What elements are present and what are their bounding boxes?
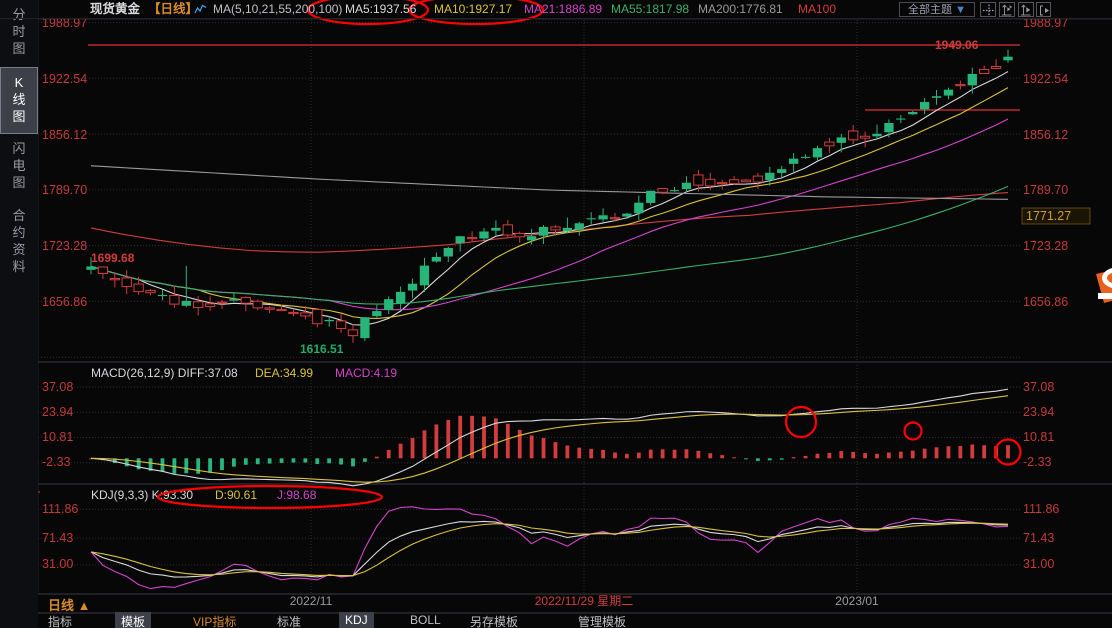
svg-text:37.08: 37.08: [42, 380, 73, 394]
svg-text:10.81: 10.81: [1023, 430, 1054, 444]
svg-text:1723.28: 1723.28: [1023, 239, 1068, 253]
svg-text:1699.68: 1699.68: [91, 251, 135, 265]
svg-text:-2.33: -2.33: [1023, 455, 1052, 469]
svg-text:-2.33: -2.33: [42, 455, 71, 469]
svg-text:23.94: 23.94: [42, 405, 73, 419]
svg-text:1856.12: 1856.12: [42, 128, 87, 142]
svg-text:DEA:34.99: DEA:34.99: [255, 366, 313, 380]
svg-text:31.00: 31.00: [42, 557, 73, 571]
svg-text:1616.51: 1616.51: [300, 342, 344, 356]
svg-text:1656.86: 1656.86: [1023, 295, 1068, 309]
svg-text:1922.54: 1922.54: [42, 72, 87, 86]
svg-text:D:90.61: D:90.61: [215, 488, 257, 502]
svg-text:111.86: 111.86: [1023, 502, 1059, 516]
svg-text:10.81: 10.81: [42, 430, 73, 444]
svg-text:1789.70: 1789.70: [1023, 183, 1068, 197]
svg-text:23.94: 23.94: [1023, 405, 1054, 419]
svg-text:1656.86: 1656.86: [42, 295, 87, 309]
svg-text:1723.28: 1723.28: [42, 239, 87, 253]
svg-text:J:98.68: J:98.68: [277, 488, 317, 502]
svg-text:MACD(26,12,9) DIFF:37.08: MACD(26,12,9) DIFF:37.08: [91, 366, 238, 380]
svg-text:1771.27: 1771.27: [1026, 209, 1071, 223]
svg-text:1949.06: 1949.06: [935, 38, 979, 52]
svg-text:1922.54: 1922.54: [1023, 72, 1068, 86]
svg-text:37.08: 37.08: [1023, 380, 1054, 394]
svg-text:MACD:4.19: MACD:4.19: [335, 366, 397, 380]
svg-text:1789.70: 1789.70: [42, 183, 87, 197]
svg-text:71.43: 71.43: [1023, 531, 1054, 545]
svg-text:31.00: 31.00: [1023, 557, 1054, 571]
svg-text:1856.12: 1856.12: [1023, 128, 1068, 142]
svg-text:111.86: 111.86: [42, 502, 78, 516]
svg-text:71.43: 71.43: [42, 531, 73, 545]
